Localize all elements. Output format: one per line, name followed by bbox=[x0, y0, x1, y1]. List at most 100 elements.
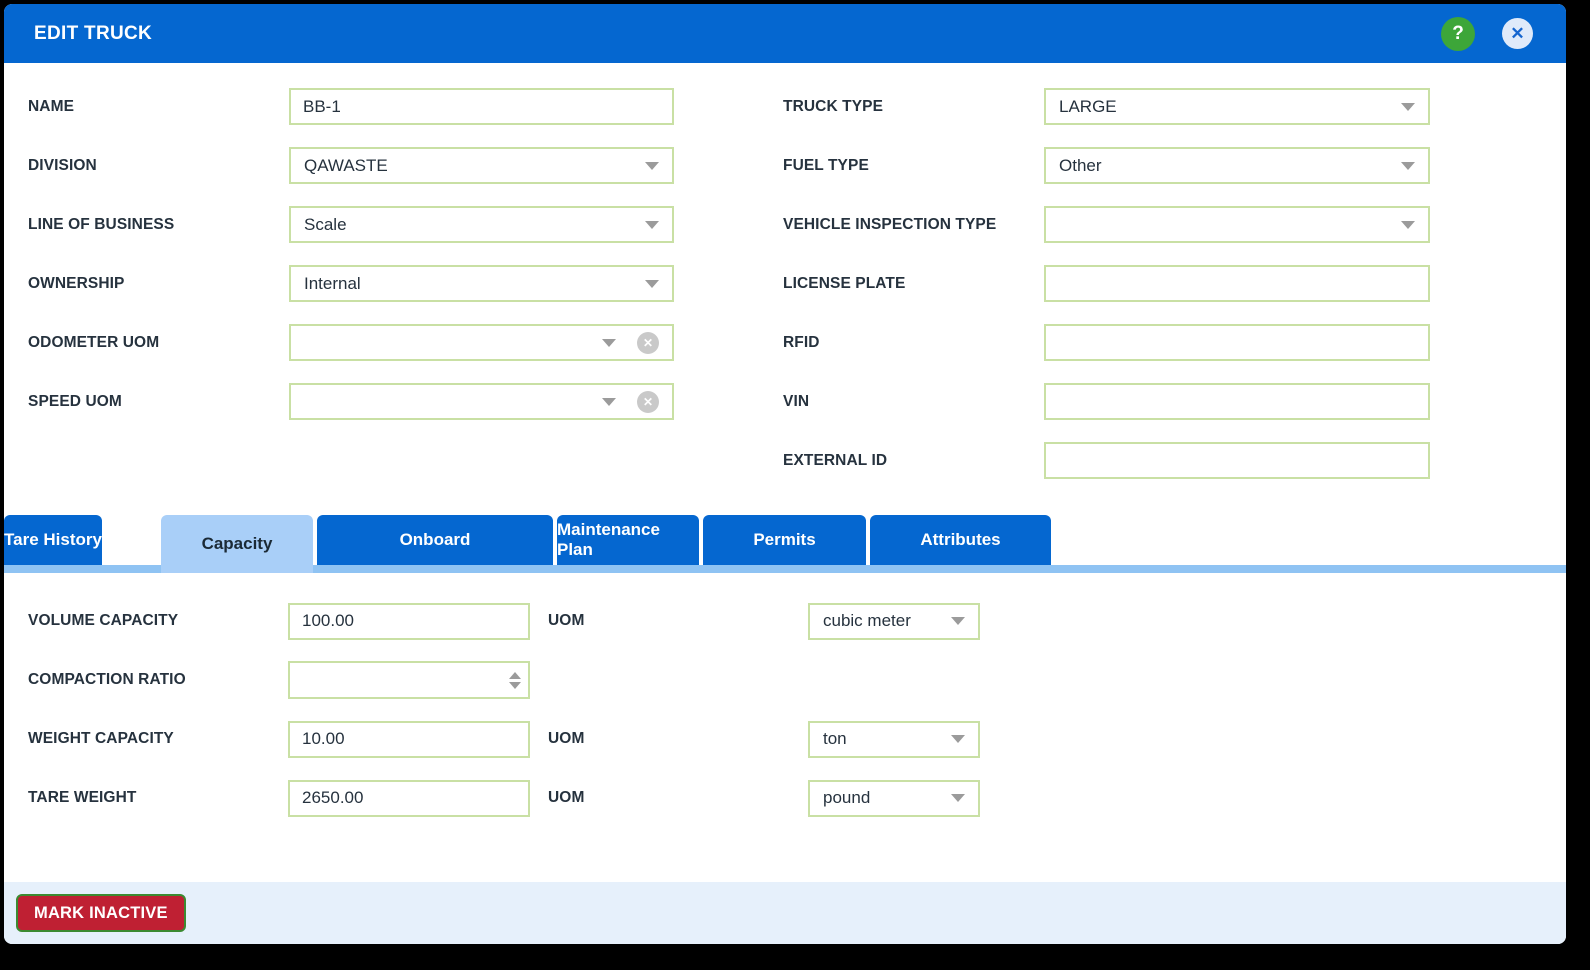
dialog-footer: MARK INACTIVE bbox=[4, 882, 1566, 944]
tare-uom-select-value: pound bbox=[823, 788, 871, 807]
close-icon[interactable]: ✕ bbox=[1502, 18, 1533, 49]
tare-weight-input[interactable] bbox=[288, 779, 530, 817]
compaction-ratio-input[interactable] bbox=[288, 661, 530, 699]
license-plate-label: LICENSE PLATE bbox=[783, 274, 906, 292]
field-row-weight-capacity: WEIGHT CAPACITY UOM ton bbox=[28, 720, 1566, 758]
chevron-down-icon bbox=[602, 338, 616, 347]
field-row-compaction-ratio: COMPACTION RATIO bbox=[28, 661, 1566, 699]
mark-inactive-button[interactable]: MARK INACTIVE bbox=[16, 894, 186, 932]
field-row-vehicle-inspection-type: VEHICLE INSPECTION TYPE bbox=[783, 206, 1438, 243]
volume-uom-select[interactable]: cubic meter bbox=[808, 602, 980, 640]
weight-capacity-label: WEIGHT CAPACITY bbox=[28, 730, 174, 747]
truck-form: NAME DIVISION QAWASTE LINE OF BUSINESS S… bbox=[4, 63, 1566, 515]
odometer-uom-select[interactable]: ✕ bbox=[289, 324, 674, 361]
volume-capacity-input[interactable] bbox=[288, 602, 530, 640]
vehicle-inspection-type-select[interactable] bbox=[1044, 206, 1430, 243]
compaction-ratio-field bbox=[288, 661, 530, 699]
field-row-name: NAME bbox=[28, 88, 678, 125]
division-select-value: QAWASTE bbox=[304, 155, 388, 175]
vin-input[interactable] bbox=[1044, 383, 1430, 420]
chevron-down-icon bbox=[951, 617, 965, 625]
field-row-line-of-business: LINE OF BUSINESS Scale bbox=[28, 206, 678, 243]
external-id-input[interactable] bbox=[1044, 442, 1430, 479]
line-of-business-select-value: Scale bbox=[304, 214, 347, 234]
truck-type-select[interactable]: LARGE bbox=[1044, 88, 1430, 125]
field-row-external-id: EXTERNAL ID bbox=[783, 442, 1438, 479]
capacity-panel: VOLUME CAPACITY UOM cubic meter COMPACTI… bbox=[4, 573, 1566, 882]
chevron-down-icon bbox=[1401, 102, 1415, 111]
field-row-fuel-type: FUEL TYPE Other bbox=[783, 147, 1438, 184]
truck-type-label: TRUCK TYPE bbox=[783, 97, 884, 115]
chevron-down-icon bbox=[1401, 220, 1415, 229]
odometer-uom-label: ODOMETER UOM bbox=[28, 333, 160, 351]
stepper-up-icon[interactable] bbox=[509, 671, 521, 679]
ownership-select[interactable]: Internal bbox=[289, 265, 674, 302]
line-of-business-label: LINE OF BUSINESS bbox=[28, 215, 175, 233]
vehicle-inspection-type-label: VEHICLE INSPECTION TYPE bbox=[783, 215, 997, 233]
help-icon[interactable]: ? bbox=[1441, 16, 1475, 51]
weight-capacity-input[interactable] bbox=[288, 720, 530, 758]
chevron-down-icon bbox=[951, 794, 965, 802]
line-of-business-select[interactable]: Scale bbox=[289, 206, 674, 243]
dialog-header: EDIT TRUCK ? ✕ bbox=[4, 4, 1566, 63]
field-row-license-plate: LICENSE PLATE bbox=[783, 265, 1438, 302]
field-row-tare-weight: TARE WEIGHT UOM pound bbox=[28, 779, 1566, 817]
clear-icon[interactable]: ✕ bbox=[637, 390, 659, 413]
fuel-type-label: FUEL TYPE bbox=[783, 156, 869, 174]
form-column-right: TRUCK TYPE LARGE FUEL TYPE Other VEHICLE… bbox=[783, 88, 1438, 501]
fuel-type-select-value: Other bbox=[1059, 155, 1102, 175]
rfid-input[interactable] bbox=[1044, 324, 1430, 361]
form-column-left: NAME DIVISION QAWASTE LINE OF BUSINESS S… bbox=[28, 88, 678, 442]
compaction-ratio-label: COMPACTION RATIO bbox=[28, 671, 186, 688]
name-input[interactable] bbox=[289, 88, 674, 125]
tab-tare-history[interactable]: Tare History bbox=[4, 515, 102, 565]
chevron-down-icon bbox=[645, 161, 659, 170]
chevron-down-icon bbox=[645, 220, 659, 229]
tare-uom-select[interactable]: pound bbox=[808, 779, 980, 817]
clear-icon[interactable]: ✕ bbox=[637, 331, 659, 354]
weight-uom-select-value: ton bbox=[823, 729, 847, 748]
tare-weight-label: TARE WEIGHT bbox=[28, 789, 137, 806]
chevron-down-icon bbox=[1401, 161, 1415, 170]
dialog-title: EDIT TRUCK bbox=[34, 22, 153, 44]
chevron-down-icon bbox=[602, 397, 616, 406]
field-row-volume-capacity: VOLUME CAPACITY UOM cubic meter bbox=[28, 602, 1566, 640]
speed-uom-label: SPEED UOM bbox=[28, 392, 122, 410]
tab-capacity[interactable]: Capacity bbox=[161, 515, 313, 573]
name-label: NAME bbox=[28, 97, 75, 115]
tab-permits[interactable]: Permits bbox=[703, 515, 866, 565]
speed-uom-select[interactable]: ✕ bbox=[289, 383, 674, 420]
volume-uom-label: UOM bbox=[548, 612, 585, 629]
weight-uom-label: UOM bbox=[548, 730, 585, 747]
division-select[interactable]: QAWASTE bbox=[289, 147, 674, 184]
edit-truck-dialog: EDIT TRUCK ? ✕ NAME DIVISION QAWASTE LIN… bbox=[4, 4, 1566, 944]
division-label: DIVISION bbox=[28, 156, 97, 174]
field-row-rfid: RFID bbox=[783, 324, 1438, 361]
tab-attributes[interactable]: Attributes bbox=[870, 515, 1051, 565]
volume-uom-select-value: cubic meter bbox=[823, 611, 911, 630]
tare-uom-label: UOM bbox=[548, 789, 585, 806]
tab-maintenance-plan[interactable]: Maintenance Plan bbox=[557, 515, 699, 565]
stepper-down-icon[interactable] bbox=[509, 681, 521, 689]
fuel-type-select[interactable]: Other bbox=[1044, 147, 1430, 184]
chevron-down-icon bbox=[645, 279, 659, 288]
weight-uom-select[interactable]: ton bbox=[808, 720, 980, 758]
tab-onboard[interactable]: Onboard bbox=[317, 515, 553, 565]
field-row-ownership: OWNERSHIP Internal bbox=[28, 265, 678, 302]
volume-capacity-label: VOLUME CAPACITY bbox=[28, 612, 179, 629]
field-row-speed-uom: SPEED UOM ✕ bbox=[28, 383, 678, 420]
field-row-vin: VIN bbox=[783, 383, 1438, 420]
field-row-odometer-uom: ODOMETER UOM ✕ bbox=[28, 324, 678, 361]
vin-label: VIN bbox=[783, 392, 810, 410]
tab-bar: Capacity Onboard Maintenance Plan Permit… bbox=[4, 515, 1566, 573]
rfid-label: RFID bbox=[783, 333, 820, 351]
number-stepper[interactable] bbox=[509, 661, 521, 699]
active-tab-strip bbox=[4, 565, 1566, 573]
field-row-division: DIVISION QAWASTE bbox=[28, 147, 678, 184]
ownership-label: OWNERSHIP bbox=[28, 274, 125, 292]
ownership-select-value: Internal bbox=[304, 273, 361, 293]
license-plate-input[interactable] bbox=[1044, 265, 1430, 302]
external-id-label: EXTERNAL ID bbox=[783, 451, 888, 469]
truck-type-select-value: LARGE bbox=[1059, 96, 1117, 116]
field-row-truck-type: TRUCK TYPE LARGE bbox=[783, 88, 1438, 125]
